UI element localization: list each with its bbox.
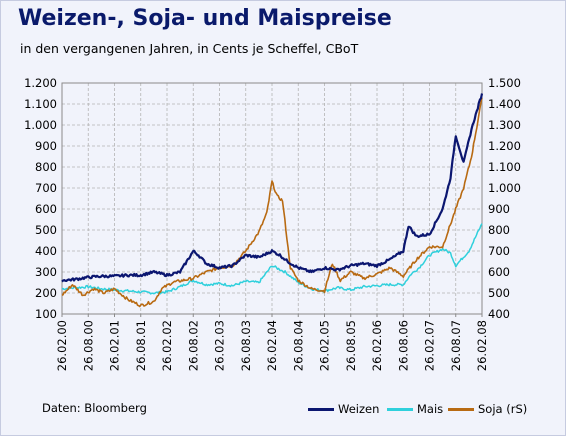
y-left-tick-label: 300 [35,265,57,279]
x-tick-label: 26.02.01 [108,320,122,371]
series-line-soja [61,97,483,308]
y-right-tick-label: 500 [488,286,510,300]
y-left-tick-label: 700 [35,181,57,195]
chart-title: Weizen-, Soja- und Maispreise [18,6,392,31]
y-right-tick-label: 1.200 [488,139,521,153]
x-tick-label: 26.02.00 [55,320,69,371]
source-note: Daten: Bloomberg [42,401,147,415]
y-right-tick-label: 1.300 [488,118,521,132]
y-left-tick-label: 800 [35,160,57,174]
y-left-tick-label: 1.000 [24,118,57,132]
legend-label-weizen: Weizen [338,402,380,416]
legend-label-soja: Soja (rS) [478,402,528,416]
series-line-mais [61,223,483,295]
y-left-tick-label: 200 [35,286,57,300]
x-tick-label: 26.02.02 [160,320,174,371]
y-axis-left: 100 200 300 400 500 600 700 800 900 1.000 1.100 1.2… [24,76,57,321]
y-left-tick-label: 1.100 [24,97,57,111]
y-axis-right: 400 500 600 700 800 900 1.000 1.100 1.200 1.300 1.… [488,76,521,321]
y-right-tick-label: 1.000 [488,181,521,195]
y-left-tick-label: 500 [35,223,57,237]
x-tick-label: 26.02.04 [265,320,279,371]
y-right-tick-label: 1.500 [488,76,521,90]
x-tick-label: 26.08.03 [239,320,253,371]
x-tick-label: 26.02.03 [213,320,227,371]
y-right-tick-label: 400 [488,307,510,321]
legend-item-weizen: Weizen [308,402,379,416]
x-tick-label: 26.08.07 [449,320,463,371]
legend-label-mais: Mais [417,402,444,416]
x-tick-label: 26.08.06 [396,320,410,371]
y-right-tick-label: 1.100 [488,160,521,174]
x-tick-label: 26.08.04 [291,320,305,371]
series-line-weizen [61,93,484,283]
legend-item-soja: Soja (rS) [448,402,527,416]
x-tick-label: 26.08.01 [134,320,148,371]
y-left-tick-label: 100 [35,307,57,321]
series-lines [61,93,484,308]
legend-item-mais: Mais [387,402,443,416]
y-right-tick-label: 800 [488,223,510,237]
y-right-tick-label: 600 [488,265,510,279]
y-left-tick-label: 600 [35,202,57,216]
x-tick-label: 26.02.07 [423,320,437,371]
x-tick-label: 26.08.00 [81,320,95,371]
x-tick-label: 26.02.08 [475,320,489,371]
legend-swatch-weizen [308,407,334,411]
x-axis: 26.02.00 26.08.00 26.02.01 26.08.01 26.02.02… [55,314,489,371]
y-right-tick-label: 1.400 [488,97,521,111]
x-tick-label: 26.02.05 [318,320,332,371]
x-tick-label: 26.02.06 [370,320,384,371]
x-tick-label: 26.08.02 [186,320,200,371]
legend-swatch-soja [448,407,474,411]
y-right-tick-label: 700 [488,244,510,258]
y-left-tick-label: 400 [35,244,57,258]
legend-swatch-mais [387,407,413,411]
grid-lines [62,83,482,314]
y-right-tick-label: 900 [488,202,510,216]
y-left-tick-label: 900 [35,139,57,153]
y-left-tick-label: 1.200 [24,76,57,90]
chart-subtitle: in den vergangenen Jahren, in Cents je S… [20,41,359,56]
x-tick-label: 26.08.05 [344,320,358,371]
